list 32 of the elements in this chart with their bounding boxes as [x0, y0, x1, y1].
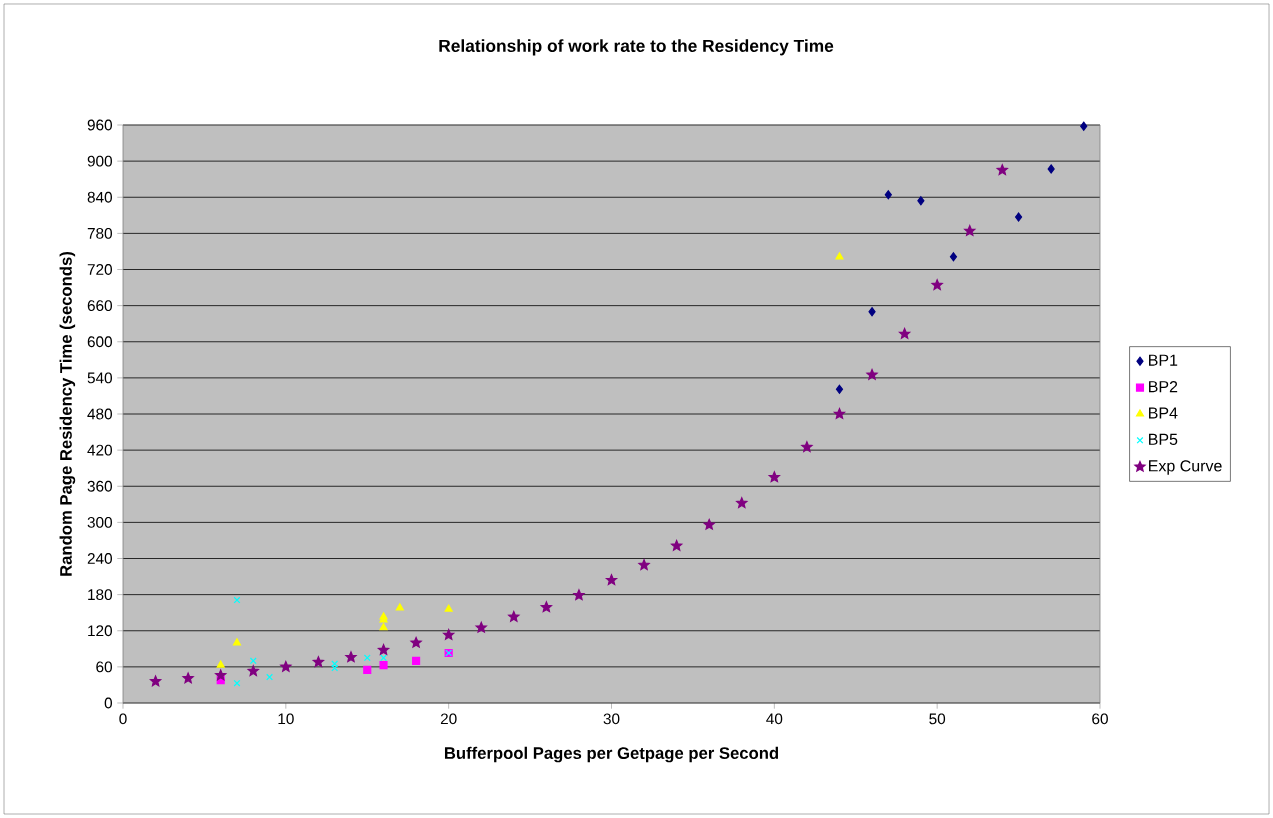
y-tick-label: 120: [88, 625, 112, 637]
legend-label: BP2: [1149, 381, 1178, 393]
y-tick-label: 600: [87, 336, 112, 348]
x-tick-label: 0: [119, 713, 127, 725]
x-tick-label: 30: [603, 713, 620, 725]
legend-label: BP5: [1149, 433, 1178, 445]
x-tick-label: 40: [766, 713, 783, 725]
y-tick-label: 540: [87, 372, 112, 384]
x-axis-title: Bufferpool Pages per Getpage per Second: [444, 746, 779, 763]
y-tick-label: 60: [96, 661, 112, 673]
y-tick-label: 960: [87, 119, 112, 131]
y-tick-label: 180: [88, 589, 112, 601]
y-tick-label: 780: [87, 227, 112, 239]
x-tick-label: 20: [440, 713, 457, 725]
chart-title: Relationship of work rate to the Residency Time: [439, 39, 834, 56]
y-tick-label: 720: [87, 264, 112, 275]
x-tick-label: 60: [1092, 713, 1108, 725]
y-axis-title: Random Page Residency Time (seconds): [59, 251, 76, 576]
y-tick-label: 420: [87, 444, 112, 456]
y-tick-label: 0: [104, 697, 112, 709]
legend-label: Exp Curve: [1149, 460, 1222, 475]
y-tick-label: 240: [87, 553, 112, 564]
y-tick-label: 900: [87, 155, 112, 167]
y-tick-label: 480: [87, 408, 112, 420]
legend-label: BP1: [1149, 354, 1178, 366]
legend-label: BP4: [1149, 407, 1178, 419]
x-tick-label: 50: [929, 713, 946, 725]
x-tick-label: 10: [278, 713, 294, 725]
y-tick-label: 300: [87, 516, 112, 528]
y-tick-label: 660: [87, 300, 112, 312]
y-tick-label: 840: [87, 191, 112, 203]
y-tick-label: 360: [87, 480, 112, 492]
